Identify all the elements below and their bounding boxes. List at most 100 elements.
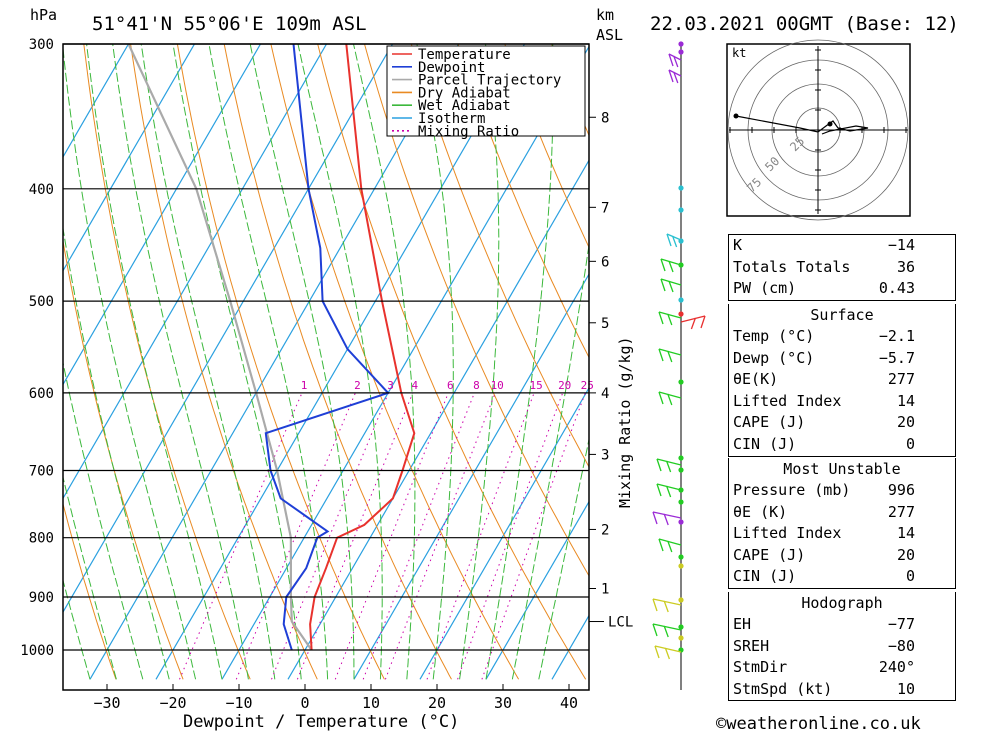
km-tick-label: 4 (601, 386, 609, 402)
index-label: CIN (J) (733, 434, 797, 453)
isotherm-line (0, 27, 6, 679)
index-value: 0 (905, 434, 915, 453)
index-value: −77 (887, 615, 915, 633)
legend-label: Temperature (418, 47, 511, 63)
wind-level-dot (678, 455, 684, 461)
wet-adiabat-line (249, 44, 355, 680)
index-value: 277 (887, 502, 915, 521)
wind-level-dot (678, 49, 684, 55)
wind-barb-shaft (666, 233, 682, 241)
index-label: Dewp (°C) (733, 348, 815, 367)
mixing-ratio-label: 4 (411, 379, 418, 392)
wet-adiabat-line (485, 44, 554, 680)
mixing-ratio-line (362, 392, 475, 680)
wind-level-dot (678, 297, 684, 303)
wind-barb (654, 645, 682, 660)
temperature-tick-label: −10 (225, 694, 252, 712)
index-row: θE (K) 277 (729, 502, 955, 524)
index-value: 14 (896, 524, 915, 543)
panel-title: Hodograph (801, 594, 883, 612)
index-label: θE (K) (733, 502, 788, 521)
dry-adiabat-line (63, 501, 117, 680)
wind-level-dot (678, 563, 684, 569)
dry-adiabat-line (457, 44, 589, 359)
wind-barb (668, 53, 682, 68)
index-row: SREH −80 (729, 636, 955, 658)
temperature-tick-label: −20 (159, 694, 186, 712)
wind-barb-flag (673, 55, 679, 68)
wind-barb-flag (652, 511, 658, 525)
index-row: CAPE (J) 20 (729, 545, 955, 567)
isotherm-line (485, 500, 589, 680)
surface-panel: Surface Temp (°C) −2.1 Dewp (°C) −5.7 θE(K) 27… (728, 304, 956, 457)
wind-barb (652, 598, 682, 613)
pressure-tick-label: 600 (29, 386, 54, 402)
wind-barb-flag (671, 235, 678, 248)
plot-area (0, 27, 589, 680)
legend-label: Parcel Trajectory (418, 73, 561, 89)
mixing-ratio-label: 10 (491, 379, 504, 392)
wind-barb-shaft (652, 511, 682, 519)
temperature-tick-label: 10 (362, 694, 380, 712)
wind-barb-flag (652, 623, 658, 637)
index-row: CAPE (J) 20 (729, 412, 955, 434)
mixing-ratio-label: 6 (447, 379, 454, 392)
wind-barb-shaft (668, 69, 682, 77)
wind-level-dot (678, 311, 684, 317)
index-label: PW (cm) (733, 279, 797, 298)
wind-barb (652, 511, 682, 526)
dry-adiabat-line (223, 44, 452, 680)
wet-adiabat-line (140, 44, 276, 680)
wind-barb-shaft (660, 278, 682, 286)
index-row: θE(K) 277 (729, 369, 955, 391)
index-value: 277 (887, 370, 915, 389)
mixing-ratio-line (334, 392, 449, 680)
wind-barb-flag (665, 460, 672, 473)
panel-title: Surface (810, 306, 874, 324)
wind-barb-flag (658, 348, 664, 362)
wind-barb-shaft (680, 315, 706, 323)
pressure-tick-label: 900 (29, 590, 54, 606)
wind-barb-flag (667, 350, 673, 363)
wet-adiabat-line (459, 44, 500, 680)
km-tick-label: 3 (601, 447, 609, 463)
mixing-ratio-label: 15 (529, 379, 542, 392)
wind-barb-flag (660, 258, 666, 272)
wind-barb-shaft (668, 53, 682, 61)
wind-barb (658, 348, 682, 363)
index-label: SREH (733, 636, 770, 655)
index-label: Lifted Index (733, 391, 842, 410)
pressure-tick-label: 400 (29, 182, 54, 198)
index-label: Lifted Index (733, 524, 842, 543)
index-label: StmDir (733, 658, 788, 677)
wet-adiabat-line (63, 360, 144, 680)
wind-barb-flag (663, 513, 669, 526)
isotherm-line (63, 44, 196, 272)
dry-adiabat-line (63, 238, 184, 680)
index-row: StmSpd (kt) 10 (729, 679, 955, 701)
index-row: K −14 (729, 235, 955, 257)
index-value: 36 (896, 257, 915, 276)
index-label: CAPE (J) (733, 545, 806, 564)
wind-barb-flag (668, 53, 674, 67)
x-axis-title: Dewpoint / Temperature (°C) (183, 712, 459, 732)
wet-adiabat-line (352, 44, 416, 680)
hodograph-unit-label: kt (732, 46, 746, 60)
mixing-ratio-label: 25 (581, 379, 594, 392)
wind-barb-flag (668, 69, 674, 83)
skewt-plot: 1 2 3 4 6 8 10 15 20 253004005006007008009001000−… (0, 27, 633, 712)
dry-adiabat-line (317, 44, 587, 680)
indices-panel: K −14 Totals Totals 36 PW (cm) 0.43 (728, 234, 956, 301)
wind-barb (660, 278, 682, 293)
index-value: 20 (896, 413, 915, 432)
wet-adiabat-line (172, 44, 302, 680)
wind-barb-flag (664, 647, 671, 660)
wind-barb (656, 458, 682, 473)
wind-barb-shaft (658, 348, 682, 356)
wind-barb-flag (668, 260, 674, 273)
km-unit-label: km (596, 6, 614, 24)
mixing-ratio-line (235, 392, 356, 680)
index-label: Totals Totals (733, 257, 851, 276)
wind-level-dot (678, 379, 684, 385)
